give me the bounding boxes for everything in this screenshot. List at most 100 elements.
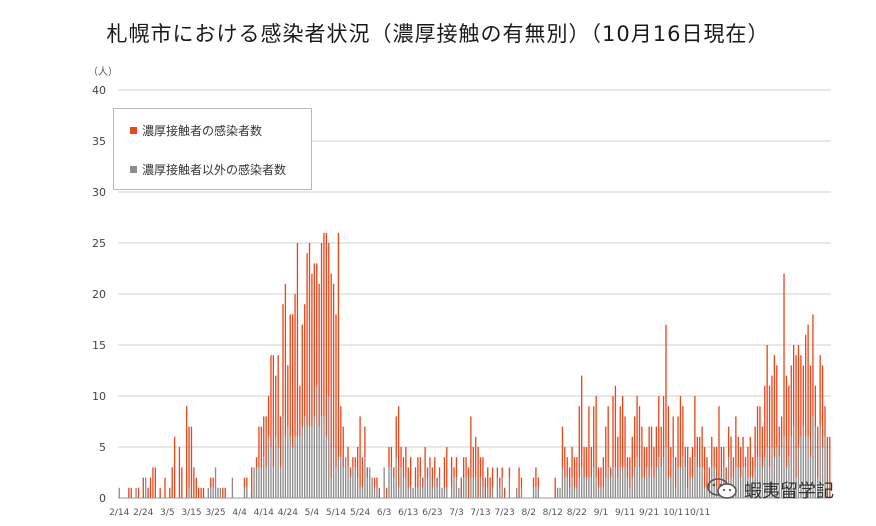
bar-other <box>482 487 484 498</box>
bar-close-contact <box>328 243 330 396</box>
bar-close-contact <box>691 447 694 478</box>
watermark: 蝦夷留学記 <box>700 474 860 502</box>
bar-other <box>270 447 272 498</box>
bar-other <box>390 467 393 498</box>
bar-close-contact <box>171 467 173 498</box>
x-axis: 2/14 2/24 3/5 3/15 3/25 4/4 4/14 4/24 5/4 5/14 5/2… <box>109 508 710 518</box>
bar-other <box>658 457 660 498</box>
bar-other <box>308 426 311 498</box>
bar-other <box>431 487 434 498</box>
bar-close-contact <box>725 467 727 488</box>
bar-other <box>679 467 682 498</box>
bar-other <box>296 436 299 498</box>
bar-other <box>670 477 672 498</box>
bar-close-contact <box>634 416 636 468</box>
bar-other <box>388 467 390 498</box>
bar-other <box>578 477 580 498</box>
bar-other <box>759 457 761 498</box>
legend-swatch-close-contact <box>130 127 137 134</box>
bar-other <box>419 477 421 498</box>
bar-other <box>369 467 371 498</box>
bar-other <box>581 467 583 498</box>
bar-other <box>576 487 578 498</box>
bar-other <box>600 487 602 498</box>
bar-close-contact <box>491 467 494 488</box>
bar-other <box>771 447 773 498</box>
bar-close-contact <box>210 477 212 488</box>
bar-other <box>366 477 368 498</box>
bar-other <box>231 477 234 498</box>
bar-close-contact <box>602 457 605 488</box>
bar-other <box>778 457 780 498</box>
bar-other <box>263 457 265 498</box>
bar-close-contact <box>537 477 539 488</box>
bar-close-contact <box>193 467 195 498</box>
bar-other <box>793 426 795 498</box>
bar-close-contact <box>419 457 421 478</box>
bar-close-contact <box>260 426 262 468</box>
bar-close-contact <box>701 426 703 468</box>
bar-other <box>643 477 645 498</box>
bar-other <box>325 436 328 498</box>
bar-other <box>653 477 655 498</box>
bar-other <box>711 467 713 498</box>
y-tick-label: 0 <box>99 492 106 505</box>
bar-other <box>479 477 482 498</box>
bar-close-contact <box>185 406 188 498</box>
bar-close-contact <box>388 447 390 468</box>
x-tick-label: 4/24 <box>278 508 298 518</box>
bar-other <box>805 436 807 498</box>
bar-close-contact <box>291 314 294 447</box>
bar-other <box>402 477 405 498</box>
bar-other <box>417 487 419 498</box>
bar-other <box>455 477 458 498</box>
bar-close-contact <box>393 467 395 478</box>
chart-title: 札幌市における感染者状況（濃厚接触の有無別）（10月16日現在） <box>106 22 770 46</box>
bar-close-contact <box>482 457 484 488</box>
bar-close-contact <box>667 406 670 478</box>
bar-close-contact <box>330 273 332 478</box>
x-tick-label: 8/22 <box>567 508 587 518</box>
legend-item-other: 濃厚接触者以外の感染者数 <box>130 161 286 178</box>
bar-other <box>795 477 797 498</box>
bar-other <box>395 457 397 498</box>
bar-close-contact <box>571 447 573 478</box>
bar-other <box>462 477 465 498</box>
bar-close-contact <box>737 436 739 468</box>
bar-other <box>267 436 270 498</box>
bar-other <box>706 487 708 498</box>
bar-close-contact <box>554 477 556 498</box>
bar-close-contact <box>357 447 359 478</box>
bar-close-contact <box>453 467 455 478</box>
bar-other <box>727 457 730 498</box>
bar-other <box>761 467 764 498</box>
bar-other <box>458 487 460 498</box>
bar-other <box>766 447 768 498</box>
bar-close-contact <box>272 355 275 468</box>
bar-close-contact <box>487 467 489 488</box>
bar-other <box>667 477 670 498</box>
bar-close-contact <box>460 477 462 498</box>
bar-close-contact <box>465 457 467 478</box>
bar-close-contact <box>424 447 426 478</box>
bar-other <box>619 467 621 498</box>
bar-other <box>756 457 759 498</box>
bar-close-contact <box>450 457 453 488</box>
bar-close-contact <box>294 294 296 437</box>
bar-close-contact <box>696 436 698 468</box>
bar-other <box>742 467 744 498</box>
bar-close-contact <box>648 426 650 478</box>
bar-close-contact <box>397 406 400 488</box>
bar-close-contact <box>621 396 624 468</box>
bar-other <box>287 426 289 498</box>
bar-close-contact <box>212 477 214 488</box>
bar-other <box>373 487 376 498</box>
bar-other <box>470 477 472 498</box>
bar-other <box>588 477 590 498</box>
bar-other <box>323 416 325 498</box>
bar-close-contact <box>747 447 749 478</box>
bar-close-contact <box>614 385 617 468</box>
bar-close-contact <box>711 436 713 468</box>
legend-swatch-other <box>130 166 137 173</box>
bar-other <box>342 467 344 498</box>
